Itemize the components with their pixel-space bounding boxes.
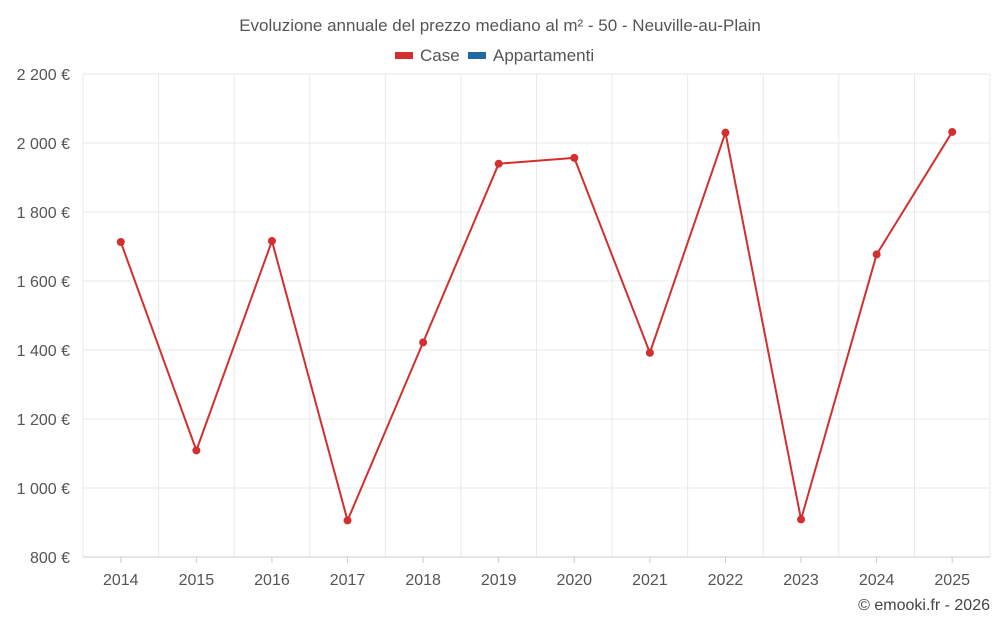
legend-label-appartamenti: Appartamenti [493,46,594,65]
y-axis: 800 € 1 000 € 1 200 € 1 400 € 1 600 € 1 800 €… [17,67,70,567]
x-tick-label: 2017 [330,572,366,589]
x-tick-label: 2018 [405,572,441,589]
x-tick-label: 2021 [632,572,668,589]
y-tick-label: 1 600 € [17,274,70,291]
chart-title: Evoluzione annuale del prezzo mediano al… [239,16,761,35]
data-point-case[interactable] [570,153,579,162]
y-tick-label: 2 200 € [17,67,70,84]
data-point-case[interactable] [343,516,352,525]
data-point-case[interactable] [116,238,125,247]
x-tick-label: 2019 [481,572,517,589]
x-tick-label: 2020 [556,572,592,589]
x-tick-label: 2016 [254,572,290,589]
x-tick-label: 2022 [708,572,744,589]
series-case [116,127,957,525]
series-line-case [119,131,954,522]
x-tick-label: 2024 [859,572,895,589]
y-tick-label: 800 € [30,550,70,567]
legend-item-case[interactable]: Case [395,46,460,65]
data-point-case[interactable] [267,236,276,245]
x-tick-label: 2023 [783,572,819,589]
data-point-case[interactable] [797,515,806,524]
y-tick-label: 1 800 € [17,205,70,222]
data-point-case[interactable] [948,127,957,136]
x-axis: 2014 2015 2016 2017 2018 2019 2020 2021 2022 2023… [83,556,990,589]
legend-swatch-appartamenti [468,52,486,59]
data-point-case[interactable] [494,159,503,168]
data-point-case[interactable] [192,446,201,455]
x-tick-label: 2015 [179,572,215,589]
legend-item-appartamenti[interactable]: Appartamenti [468,46,594,65]
y-tick-label: 1 000 € [17,481,70,498]
data-point-case[interactable] [645,348,654,357]
legend: Case Appartamenti [395,46,594,65]
grid [82,73,991,558]
credit-text: © emooki.fr - 2026 [858,597,990,614]
data-point-case[interactable] [872,250,881,259]
legend-label-case: Case [420,46,460,65]
legend-swatch-case [395,52,413,59]
y-tick-label: 1 400 € [17,343,70,360]
x-tick-label: 2025 [934,572,970,589]
data-point-case[interactable] [721,128,730,137]
y-tick-label: 1 200 € [17,412,70,429]
x-tick-label: 2014 [103,572,139,589]
data-point-case[interactable] [419,338,428,347]
y-tick-label: 2 000 € [17,136,70,153]
